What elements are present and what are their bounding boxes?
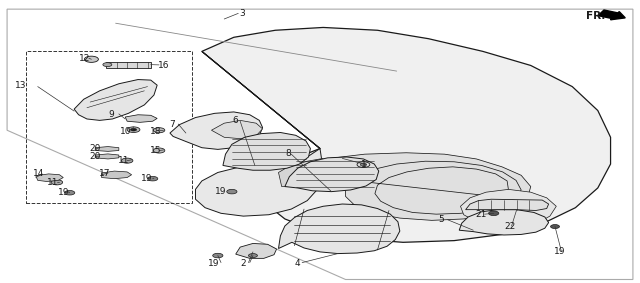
Polygon shape xyxy=(466,199,548,211)
Circle shape xyxy=(550,225,559,228)
Polygon shape xyxy=(125,115,157,122)
Text: 17: 17 xyxy=(99,169,111,177)
Polygon shape xyxy=(36,174,63,181)
Circle shape xyxy=(84,56,99,62)
Circle shape xyxy=(248,254,257,258)
Circle shape xyxy=(127,127,140,132)
Text: 20: 20 xyxy=(90,144,101,153)
Text: 22: 22 xyxy=(505,222,516,231)
Text: 4: 4 xyxy=(295,259,300,268)
Polygon shape xyxy=(95,154,119,159)
Circle shape xyxy=(103,63,112,67)
Polygon shape xyxy=(223,132,310,170)
Polygon shape xyxy=(102,171,132,179)
Text: 19: 19 xyxy=(207,259,219,268)
Text: 18: 18 xyxy=(150,127,162,136)
Bar xyxy=(26,52,192,203)
Text: 9: 9 xyxy=(108,110,114,119)
Circle shape xyxy=(65,190,75,195)
Polygon shape xyxy=(278,204,400,254)
Polygon shape xyxy=(95,147,119,151)
Polygon shape xyxy=(74,80,157,120)
Polygon shape xyxy=(236,243,276,258)
Circle shape xyxy=(227,189,237,194)
Polygon shape xyxy=(278,158,323,186)
Text: 20: 20 xyxy=(90,153,101,162)
Text: FR.: FR. xyxy=(586,11,605,21)
Text: 11: 11 xyxy=(118,156,130,165)
Circle shape xyxy=(51,180,63,185)
Text: 8: 8 xyxy=(285,149,291,158)
Text: 2: 2 xyxy=(241,259,246,268)
Text: 21: 21 xyxy=(476,210,486,219)
Circle shape xyxy=(154,148,165,153)
Polygon shape xyxy=(170,112,262,149)
Text: 19: 19 xyxy=(554,247,566,256)
Text: 13: 13 xyxy=(15,81,27,90)
Text: 12: 12 xyxy=(79,55,91,63)
Text: 15: 15 xyxy=(150,146,162,155)
Text: 1: 1 xyxy=(360,160,366,169)
Circle shape xyxy=(212,253,223,258)
Text: 19: 19 xyxy=(141,174,152,183)
Polygon shape xyxy=(461,189,556,227)
Text: 14: 14 xyxy=(33,170,45,178)
Text: 3: 3 xyxy=(239,9,245,18)
Bar xyxy=(106,61,151,68)
Text: 6: 6 xyxy=(233,116,239,125)
Polygon shape xyxy=(460,210,548,235)
Circle shape xyxy=(122,158,133,163)
Circle shape xyxy=(488,211,499,216)
Text: 19: 19 xyxy=(58,188,69,197)
Text: 7: 7 xyxy=(169,119,175,128)
Circle shape xyxy=(154,128,165,133)
Circle shape xyxy=(360,163,367,166)
Polygon shape xyxy=(211,120,262,139)
Circle shape xyxy=(148,176,158,181)
Text: 5: 5 xyxy=(438,215,444,224)
Polygon shape xyxy=(195,52,323,216)
FancyArrow shape xyxy=(598,10,625,20)
Text: 16: 16 xyxy=(158,61,170,70)
Text: 10: 10 xyxy=(120,127,131,136)
Polygon shape xyxy=(282,153,531,220)
Polygon shape xyxy=(285,157,379,192)
Text: 19: 19 xyxy=(215,187,227,196)
Text: 11: 11 xyxy=(47,178,59,187)
Circle shape xyxy=(131,128,137,131)
Polygon shape xyxy=(202,27,611,242)
